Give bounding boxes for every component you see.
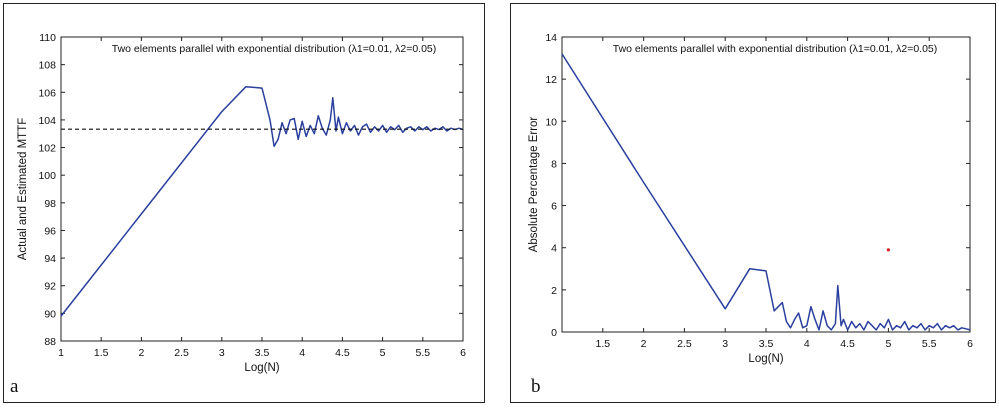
panel-letter-b: b — [531, 376, 541, 397]
y-tick-label: 100 — [38, 170, 56, 182]
y-tick-label: 88 — [44, 336, 56, 348]
x-tick-label: 4 — [299, 347, 305, 359]
x-tick-label: 5.5 — [922, 338, 937, 350]
ape-chart: 1.5 2 2.5 3 3.5 4 4.5 5 5.5 6 0 2 4 6 8 10 12 14 Two eleme… — [528, 32, 973, 365]
y-axis-label: Actual and Estimated MTTF — [17, 118, 29, 261]
chart-title: Two elements parallel with exponential d… — [613, 43, 938, 55]
x-tick-label: 5.5 — [415, 347, 430, 359]
y-tick-label: 6 — [551, 201, 557, 213]
x-tick-label: 1 — [58, 347, 64, 359]
y-tick-label: 106 — [38, 87, 56, 99]
y-tick-label: 92 — [44, 281, 56, 293]
y-tick-label: 98 — [44, 198, 56, 210]
y-tick-label: 14 — [545, 32, 557, 44]
x-tick-label: 1.5 — [94, 347, 109, 359]
x-tick-label: 4.5 — [840, 338, 855, 350]
panel-letter-a: a — [10, 376, 19, 397]
x-axis-label: Log(N) — [244, 362, 279, 374]
x-tick-label: 4 — [804, 338, 810, 350]
estimate-series-line — [60, 85, 464, 317]
x-tick-label: 1.5 — [595, 338, 610, 350]
y-tick-label: 104 — [38, 115, 56, 127]
x-tick-label: 4.5 — [335, 347, 350, 359]
y-tick-label: 110 — [39, 32, 56, 44]
plot-frame — [561, 36, 971, 333]
panel-a: 1 1.5 2 2.5 3 3.5 4 4.5 5 5.5 6 88 90 92 94 96 98 100 102 1… — [3, 3, 485, 403]
panel-b: 1.5 2 2.5 3 3.5 4 4.5 5 5.5 6 0 2 4 6 8 10 12 14 Two eleme… — [510, 3, 996, 403]
mttf-chart: 1 1.5 2 2.5 3 3.5 4 4.5 5 5.5 6 88 90 92 94 96 98 100 102 1… — [17, 32, 466, 374]
y-tick-label: 2 — [551, 285, 557, 297]
estimate-series-line — [561, 53, 971, 331]
x-tick-label: 2.5 — [677, 338, 692, 350]
y-tick-label: 108 — [38, 60, 56, 72]
plot-frame — [60, 36, 464, 342]
x-tick-label: 3.5 — [255, 347, 270, 359]
y-tick-label: 8 — [551, 158, 557, 170]
y-tick-label: 10 — [545, 116, 557, 128]
x-tick-label: 3 — [722, 338, 728, 350]
y-tick-label: 90 — [44, 308, 56, 320]
data-point-marker — [886, 248, 890, 252]
x-tick-label: 6 — [460, 347, 466, 359]
x-tick-label: 3 — [219, 347, 225, 359]
y-tick-label: 102 — [38, 143, 56, 155]
x-tick-label: 2 — [641, 338, 647, 350]
x-tick-label: 2 — [138, 347, 144, 359]
x-tick-label: 5 — [885, 338, 891, 350]
y-tick-label: 96 — [44, 225, 56, 237]
y-tick-label: 4 — [551, 243, 557, 255]
y-tick-label: 12 — [545, 74, 557, 86]
x-tick-label: 2.5 — [174, 347, 189, 359]
x-tick-label: 5 — [380, 347, 386, 359]
x-axis-label: Log(N) — [748, 353, 783, 365]
x-tick-label: 3.5 — [759, 338, 774, 350]
y-tick-label: 94 — [44, 253, 56, 265]
x-tick-label: 6 — [967, 338, 973, 350]
chart-title: Two elements parallel with exponential d… — [112, 43, 437, 55]
y-tick-label: 0 — [551, 327, 557, 339]
y-axis-label: Absolute Percentage Error — [528, 117, 540, 253]
